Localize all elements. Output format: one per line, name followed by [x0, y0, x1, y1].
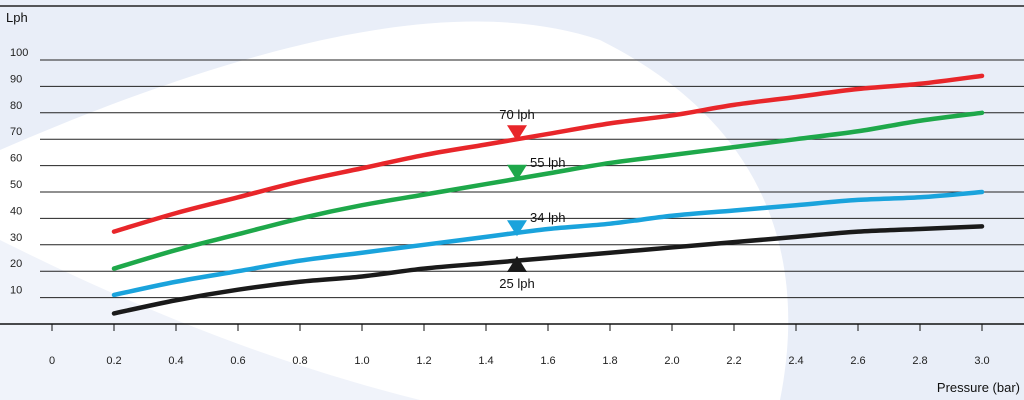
- x-tick-label: 1.8: [602, 355, 617, 367]
- x-tick-label: 1.4: [478, 355, 493, 367]
- annotation-label-1: 55 lph: [530, 155, 565, 170]
- y-tick-label: 80: [10, 100, 22, 112]
- y-tick-label: 30: [10, 232, 22, 244]
- annotation-label-2: 34 lph: [530, 210, 565, 225]
- annotation-label-0: 70 lph: [499, 107, 534, 122]
- x-axis-title: Pressure (bar): [937, 380, 1020, 395]
- background-swoosh-lower: [0, 240, 420, 400]
- annotation-label-3: 25 lph: [499, 276, 534, 291]
- grid-lines: [40, 59, 1024, 299]
- x-tick-labels: 0 0.2 0.4 0.6 0.8 1.0 1.2 1.4 1.6 1.8 2.0 2.2 2.4 2.6…: [49, 355, 990, 367]
- series-line-3: [111, 224, 985, 316]
- y-tick-label: 40: [10, 205, 22, 217]
- x-tick-label: 2.2: [726, 355, 741, 367]
- y-axis-title: Lph: [6, 10, 28, 25]
- y-tick-label: 70: [10, 126, 22, 138]
- x-tick-label: 1.6: [540, 355, 555, 367]
- x-tick-label: 0.6: [230, 355, 245, 367]
- annotation-marker-2: [507, 220, 527, 237]
- x-tick-label: 0.2: [106, 355, 121, 367]
- x-tick-label: 2.8: [912, 355, 927, 367]
- y-tick-label: 100: [10, 47, 28, 59]
- annotations: 70 lph 55 lph 34 lph 25 lph: [499, 107, 565, 291]
- y-tick-label: 60: [10, 153, 22, 165]
- annotation-marker-0: [507, 125, 527, 142]
- x-axis: [0, 323, 1024, 331]
- x-tick-label: 0.8: [292, 355, 307, 367]
- x-tick-label: 3.0: [974, 355, 989, 367]
- x-tick-label: 0.4: [168, 355, 183, 367]
- annotation-marker-3: [507, 256, 527, 272]
- series-line-0: [111, 73, 985, 234]
- y-tick-labels: 10 20 30 40 50 60 70 80 90 100: [10, 47, 28, 297]
- x-tick-label: 2.0: [664, 355, 679, 367]
- y-tick-label: 90: [10, 73, 22, 85]
- y-tick-label: 10: [10, 285, 22, 297]
- annotation-marker-1: [507, 164, 527, 181]
- x-tick-label: 2.6: [850, 355, 865, 367]
- series-lines: [111, 73, 985, 316]
- x-tick-label: 1.0: [354, 355, 369, 367]
- x-tick-label: 0: [49, 355, 55, 367]
- series-line-1: [111, 110, 985, 271]
- x-tick-label: 2.4: [788, 355, 803, 367]
- y-tick-label: 20: [10, 258, 22, 270]
- series-line-2: [111, 189, 985, 298]
- x-tick-label: 1.2: [416, 355, 431, 367]
- y-tick-label: 50: [10, 179, 22, 191]
